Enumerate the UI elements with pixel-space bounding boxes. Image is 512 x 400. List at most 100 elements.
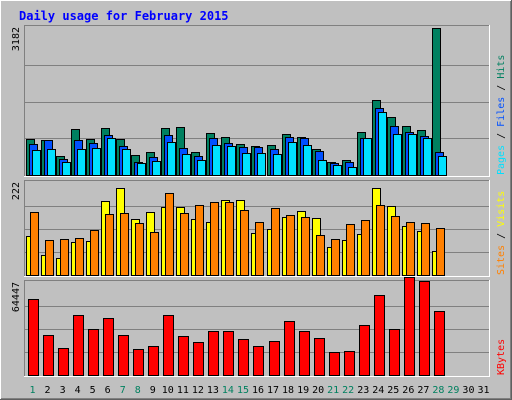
x-tick-label-day-21: 21 (327, 385, 339, 396)
bar-pages-day-5 (92, 148, 101, 176)
x-tick-label-day-4: 4 (75, 385, 81, 396)
legend-separator: / (496, 127, 507, 145)
bar-sites-day-23 (361, 220, 370, 276)
bar-pages-day-1 (32, 150, 41, 176)
legend-item-sites: Sites (496, 245, 507, 275)
legend-item-files: Files (496, 97, 507, 127)
bar-sites-day-27 (421, 223, 430, 276)
x-tick-label-day-14: 14 (222, 385, 234, 396)
bar-pages-day-9 (152, 161, 161, 176)
bar-pages-day-12 (197, 160, 206, 176)
legend-bottom: KBytes (496, 339, 507, 375)
bar-kbytes-day-13 (208, 331, 219, 376)
bar-sites-day-11 (180, 213, 189, 276)
bar-kbytes-day-27 (419, 281, 430, 376)
x-tick-label-day-2: 2 (45, 385, 51, 396)
bar-pages-day-19 (303, 145, 312, 176)
bar-sites-day-14 (225, 202, 234, 276)
bar-pages-day-2 (47, 149, 56, 176)
bar-kbytes-day-5 (88, 329, 99, 376)
bar-pages-day-23 (363, 138, 372, 176)
y-max-label-bottom: 64447 (11, 282, 22, 312)
x-tick-label-day-25: 25 (387, 385, 399, 396)
legend-separator: / (496, 79, 507, 97)
bar-sites-day-20 (316, 235, 325, 276)
series-pages (32, 112, 447, 176)
x-tick-label-day-30: 30 (462, 385, 474, 396)
legend-item-hits: Hits (496, 55, 507, 79)
legend-separator: / (496, 227, 507, 245)
bar-pages-day-20 (318, 160, 327, 176)
bar-kbytes-day-23 (359, 325, 370, 376)
x-tick-label-day-27: 27 (417, 385, 429, 396)
bar-kbytes-day-21 (329, 352, 340, 376)
bar-kbytes-day-4 (73, 315, 84, 376)
bar-kbytes-day-8 (133, 349, 144, 376)
x-tick-label-day-28: 28 (432, 385, 444, 396)
x-tick-label-day-20: 20 (312, 385, 324, 396)
bar-kbytes-day-11 (178, 336, 189, 376)
x-tick-label-day-6: 6 (105, 385, 111, 396)
bar-kbytes-day-15 (238, 339, 249, 376)
bar-kbytes-day-7 (118, 335, 129, 376)
bar-sites-day-3 (60, 239, 69, 276)
bar-kbytes-day-24 (374, 295, 385, 376)
panel-bottom: 64447 KBytes (11, 277, 507, 377)
bar-sites-day-13 (210, 202, 219, 276)
x-tick-label-day-5: 5 (90, 385, 96, 396)
bar-pages-day-22 (348, 167, 357, 176)
bar-kbytes-day-16 (253, 346, 264, 376)
bar-sites-day-12 (195, 205, 204, 276)
bar-pages-day-6 (107, 138, 116, 176)
bar-sites-day-6 (105, 214, 114, 276)
bar-sites-day-5 (90, 230, 99, 276)
bar-kbytes-day-22 (344, 351, 355, 376)
bar-kbytes-day-3 (58, 348, 69, 376)
bar-kbytes-day-26 (404, 277, 415, 376)
bar-kbytes-day-1 (28, 299, 39, 376)
bar-kbytes-day-6 (103, 318, 114, 376)
bar-kbytes-day-2 (43, 335, 54, 376)
bar-kbytes-day-18 (284, 321, 295, 376)
bar-kbytes-day-9 (148, 346, 159, 376)
bar-kbytes-day-17 (269, 341, 280, 376)
bar-pages-day-26 (408, 134, 417, 176)
bar-pages-day-21 (333, 165, 342, 176)
x-tick-label-day-12: 12 (192, 385, 204, 396)
x-tick-label-day-19: 19 (297, 385, 309, 396)
x-tick-label-day-3: 3 (60, 385, 66, 396)
x-tick-label-day-13: 13 (207, 385, 219, 396)
bar-kbytes-day-25 (389, 329, 400, 376)
bar-sites-day-17 (271, 208, 280, 276)
bar-pages-day-18 (288, 142, 297, 176)
bar-kbytes-day-20 (314, 338, 325, 376)
bar-sites-day-1 (30, 212, 39, 276)
bar-pages-day-24 (378, 112, 387, 176)
bar-pages-day-7 (122, 149, 131, 176)
bar-pages-day-15 (242, 153, 251, 176)
bar-kbytes-day-10 (163, 315, 174, 376)
legend-item-visits: Visits (496, 191, 507, 227)
bar-sites-day-18 (286, 215, 295, 276)
x-tick-label-day-26: 26 (402, 385, 414, 396)
x-tick-label-day-16: 16 (252, 385, 264, 396)
bar-sites-day-26 (406, 222, 415, 276)
x-tick-label-day-1: 1 (30, 385, 36, 396)
x-tick-label-day-17: 17 (267, 385, 279, 396)
bar-sites-day-2 (45, 240, 54, 276)
bar-kbytes-day-14 (223, 331, 234, 376)
bar-pages-day-10 (167, 142, 176, 176)
legend-middle: Sites / Visits (496, 191, 507, 275)
x-tick-label-day-18: 18 (282, 385, 294, 396)
legend-item-kbytes: KBytes (496, 339, 507, 375)
x-tick-label-day-11: 11 (177, 385, 189, 396)
bar-pages-day-28 (438, 156, 447, 176)
bar-sites-day-28 (436, 228, 445, 276)
chart-title: Daily usage for February 2015 (19, 9, 229, 23)
bar-sites-day-16 (255, 222, 264, 276)
bar-sites-day-8 (135, 223, 144, 276)
bar-kbytes-day-19 (299, 331, 310, 376)
x-tick-label-day-31: 31 (477, 385, 489, 396)
bar-pages-day-25 (393, 134, 402, 176)
bar-sites-day-21 (331, 239, 340, 276)
